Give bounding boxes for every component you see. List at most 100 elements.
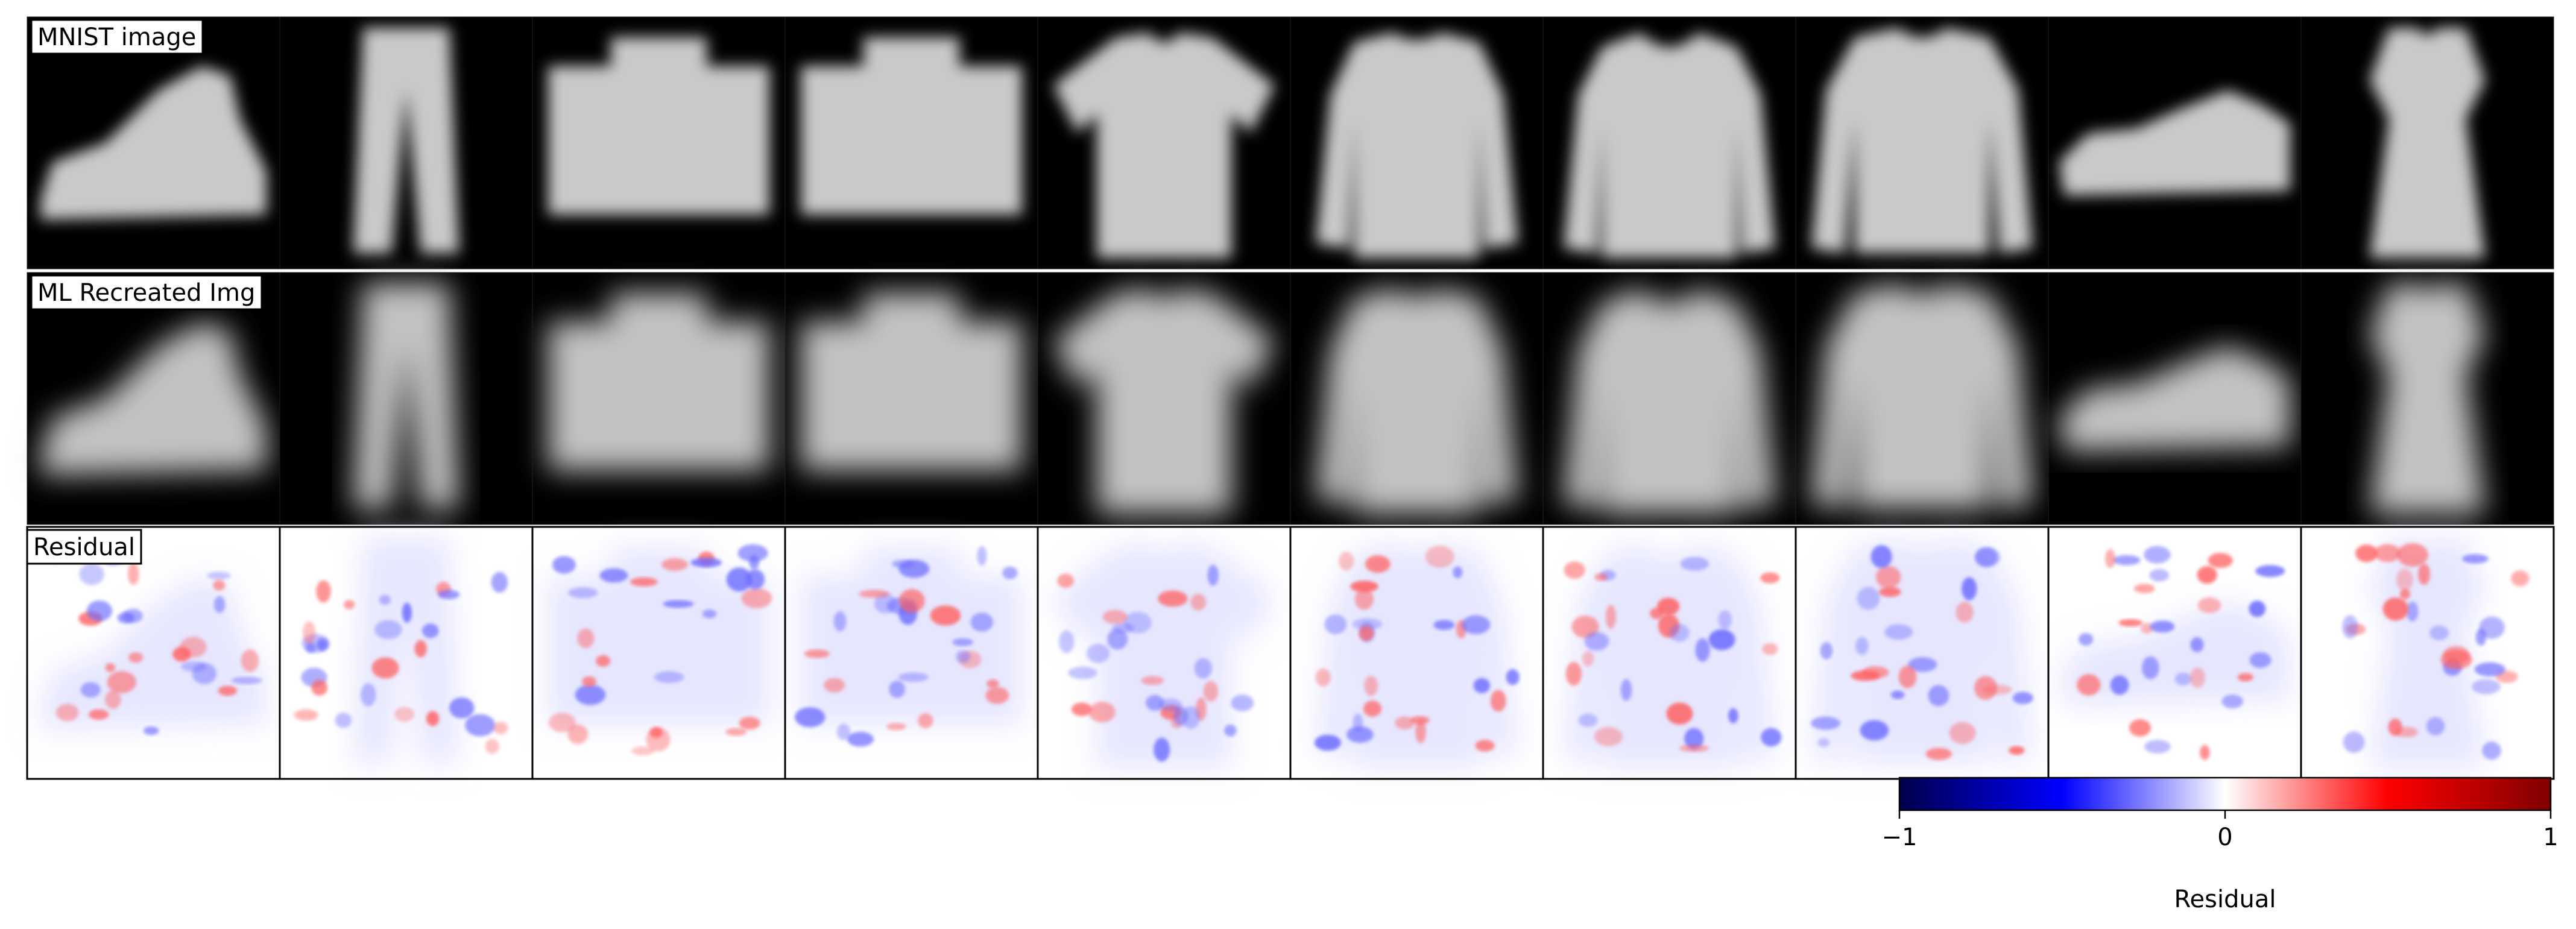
image-row [27,527,2554,779]
residual-blob [2113,555,2141,565]
residual-blob [105,690,121,709]
residual-blob [1103,610,1128,624]
residual-blob [402,603,412,623]
residual-blob [892,560,914,568]
residual-blob [1949,722,1976,744]
residual-blob [1899,666,1917,688]
residual-blob [1891,691,1905,699]
residual-blob [661,558,688,571]
residual-blob [1761,728,1781,747]
residual-blob [737,544,768,562]
residual-cell [532,527,785,779]
garment-silhouette [1316,33,1518,258]
residual-blob [316,580,330,602]
residual-blob [2482,742,2501,760]
residual-blob [977,546,987,566]
residual-blob [582,676,596,687]
residual-blob [1141,676,1164,685]
residual-blob [303,622,315,644]
residual-blob [650,727,663,738]
residual-blob [1926,748,1953,760]
residual-blob [2388,719,2402,736]
residual-blob [2238,673,2253,682]
residual-blob [663,600,693,608]
residual-blob [1728,708,1738,723]
residual-blob [192,663,217,684]
residual-blob [1089,702,1116,722]
residual-blob [118,613,135,623]
residual-blob [1884,624,1913,640]
residual-blob [727,567,753,591]
residual-blob [2200,745,2209,760]
residual-blob [79,563,104,585]
row-label: Residual [27,530,141,564]
image-grid [27,17,2554,779]
residual-blob [1695,638,1709,662]
residual-cell [785,527,1038,779]
residual-blob [804,649,830,658]
residual-blob [89,710,109,720]
residual-blob [956,650,970,663]
residual-blob [1474,678,1491,693]
residual-blob [690,558,722,567]
residual-blob [1204,681,1219,702]
residual-blob [1158,590,1187,606]
residual-blob [2342,615,2358,638]
residual-blob [218,686,238,696]
residual-cell [1038,527,1290,779]
residual-blob [87,600,112,622]
residual-blob [485,739,499,754]
residual-blob [2013,692,2033,704]
residual-blob [1072,702,1092,716]
residual-blob [465,714,495,737]
residual-blob [1679,745,1709,752]
residual-blob [631,746,654,755]
residual-blob [2190,667,2205,687]
residual-blob [438,590,459,599]
residual-blob [1433,620,1454,630]
image-cell [27,272,280,524]
residual-blob [1154,738,1170,762]
residual-blob [426,711,439,726]
residual-blob [2397,543,2428,567]
image-cell [1038,17,1290,269]
residual-blob [2144,546,2170,564]
residual-blob [344,600,355,609]
garment-silhouette [2370,28,2486,258]
residual-blob [1564,561,1585,579]
residual-blob [824,678,845,692]
residual-blob [232,677,262,684]
residual-blob [739,717,760,729]
residual-blob [2429,626,2449,640]
residual-blob [2221,694,2243,708]
residual-blob [372,657,399,678]
residual-blob [306,643,316,653]
residual-blob [1353,713,1363,732]
residual-blob [311,680,327,696]
residual-blob [1876,566,1901,588]
residual-blob [1811,717,1840,730]
image-cell [532,272,785,524]
residual-blob [2343,731,2365,752]
residual-blob [2255,565,2285,577]
image-cell [2301,272,2554,524]
residual-blob [1195,658,1212,678]
colorbar-tick-label: 1 [2543,824,2558,851]
residual-blob [1415,720,1426,743]
residual-blob [2129,719,2151,737]
residual-blob [1359,626,1374,641]
image-cell [280,272,532,524]
residual-blob [1585,632,1609,650]
image-cell [27,17,280,269]
row-label-text: Residual [33,534,135,561]
residual-blob [1182,706,1200,729]
residual-blob [1057,573,1073,588]
residual-blob [422,623,439,638]
image-cell [1038,272,1290,524]
residual-blob [1316,669,1331,687]
residual-blob [2175,673,2191,685]
residual-blob [837,723,850,740]
residual-blob [1566,662,1582,686]
image-cell [2301,17,2554,269]
residual-blob [214,596,226,613]
